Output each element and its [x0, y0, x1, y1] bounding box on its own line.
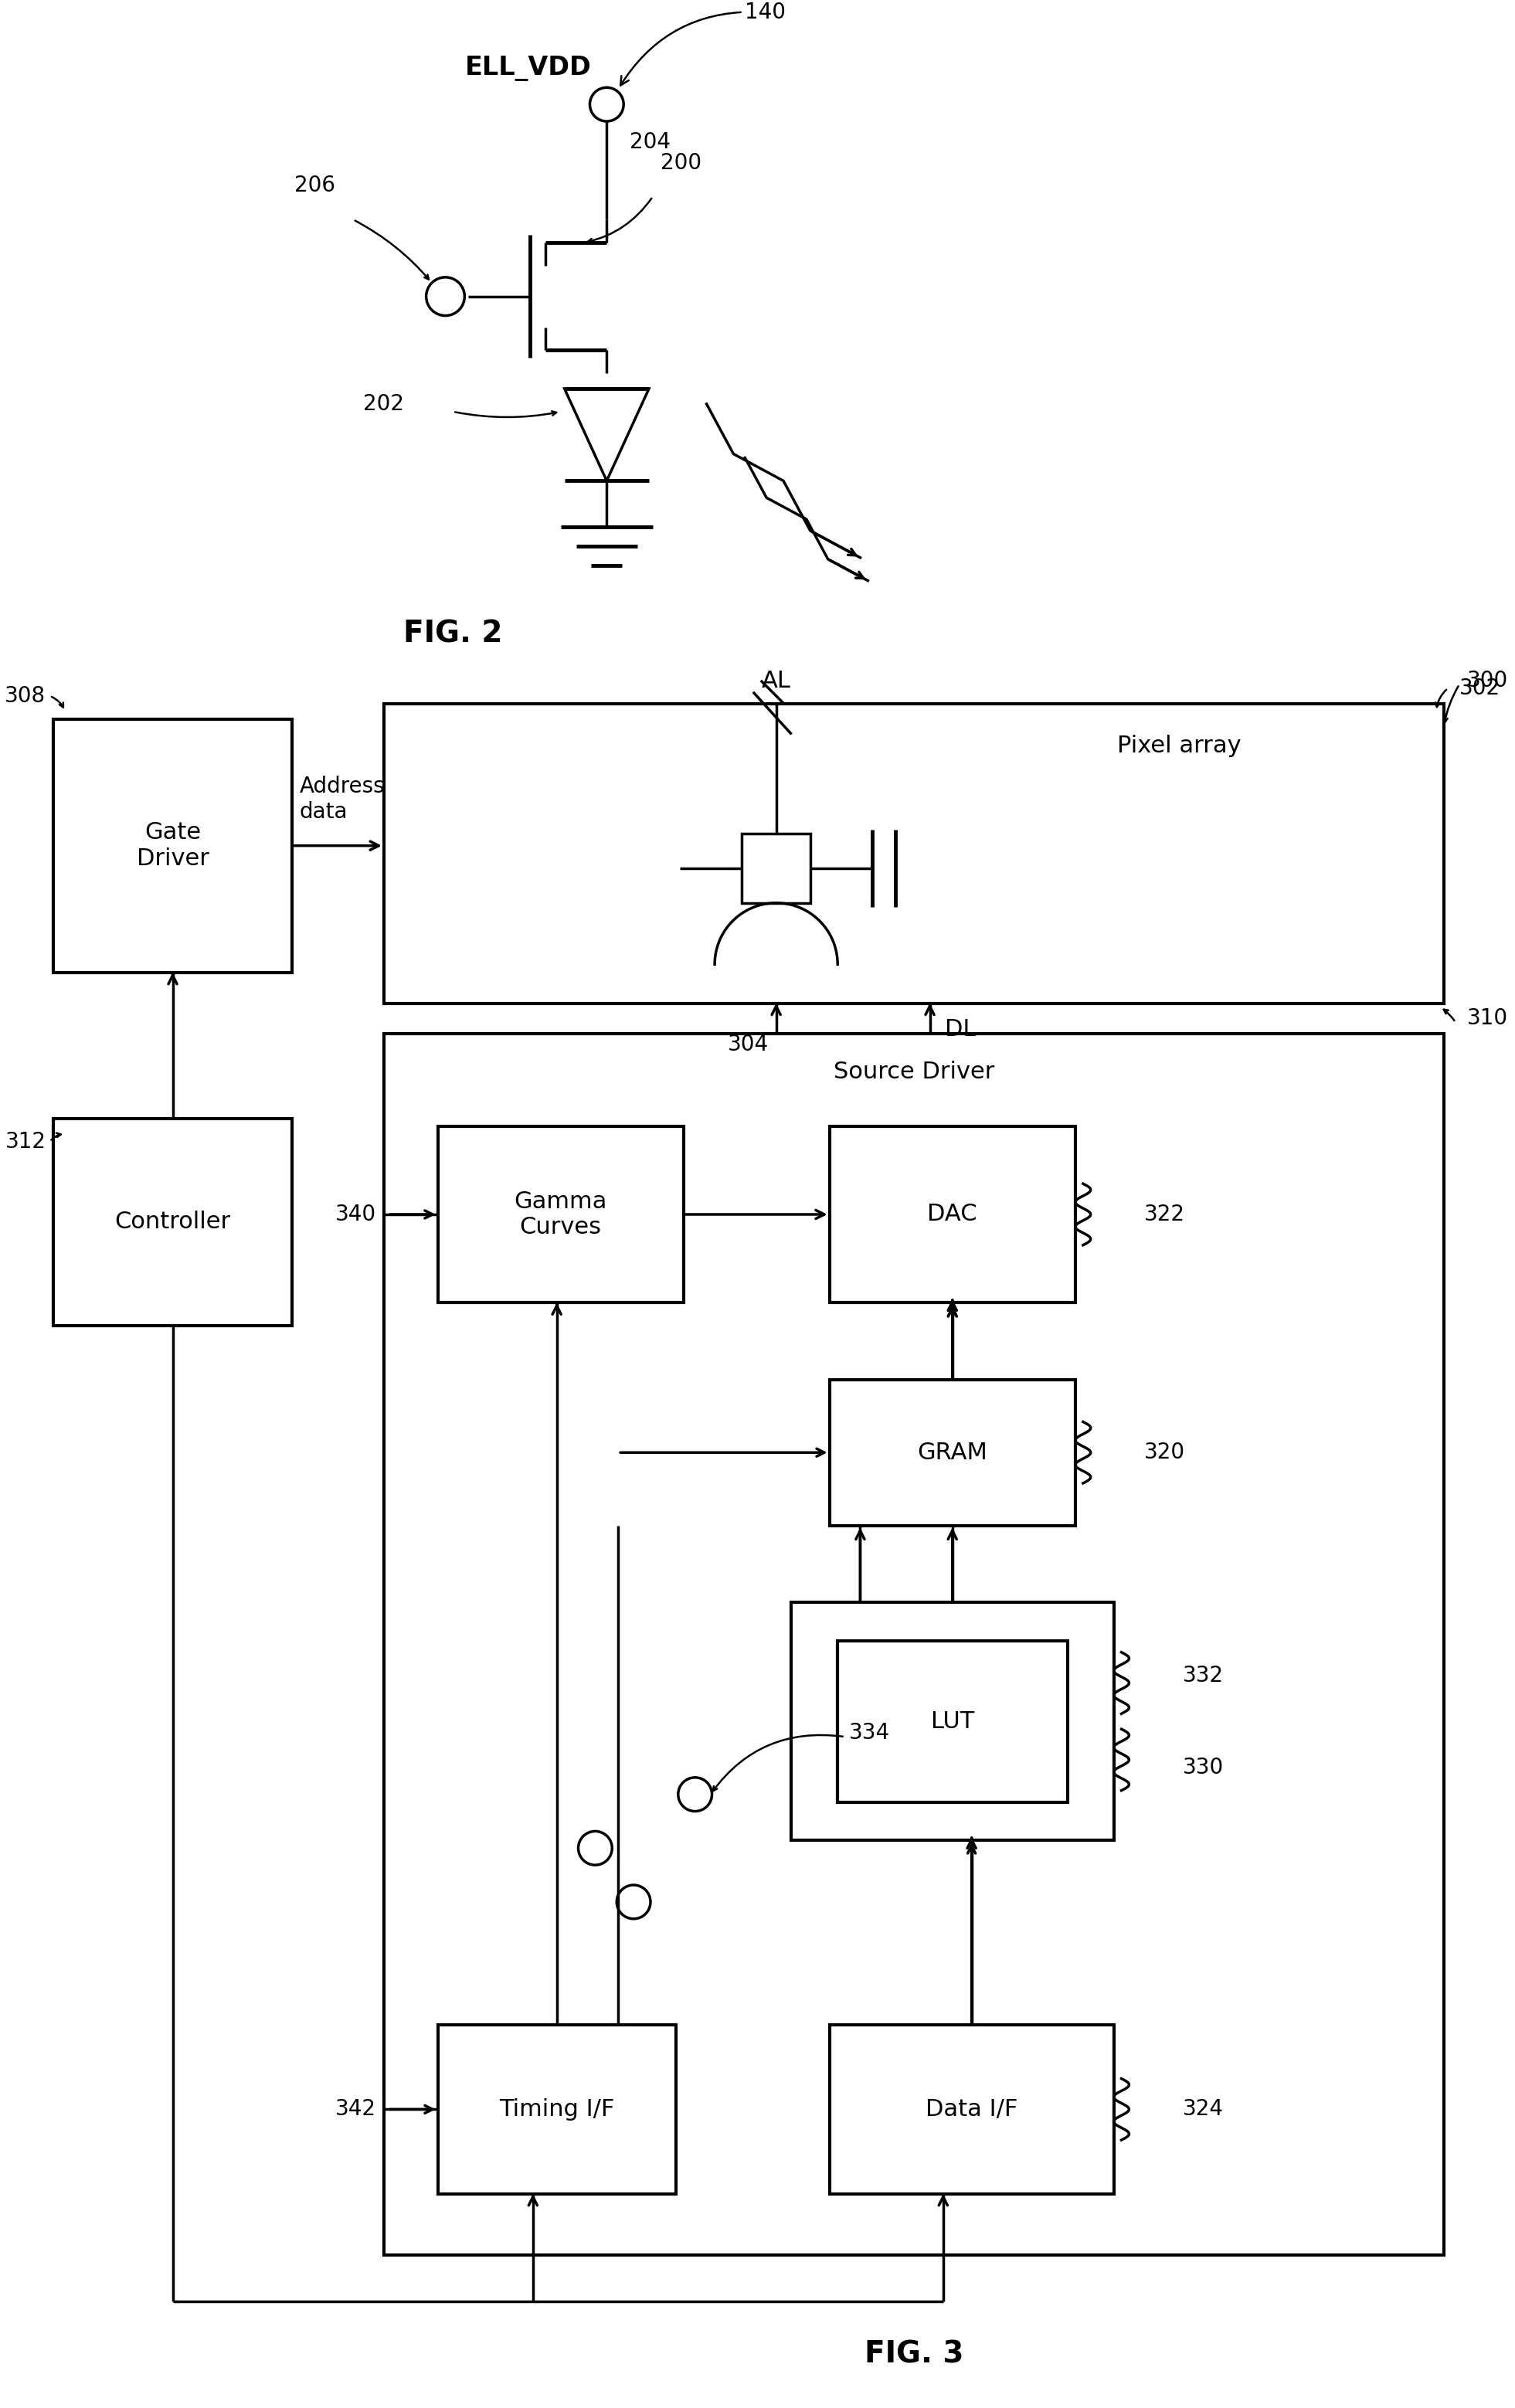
- Text: Data I/F: Data I/F: [926, 2097, 1018, 2121]
- Text: FIG. 2: FIG. 2: [403, 619, 503, 648]
- Text: ELL_VDD: ELL_VDD: [465, 55, 591, 82]
- Text: 320: 320: [1144, 1442, 1185, 1464]
- Text: 312: 312: [5, 1132, 45, 1153]
- Text: 202: 202: [364, 393, 405, 414]
- Text: Source Driver: Source Driver: [833, 1062, 994, 1084]
- Text: 324: 324: [1183, 2097, 1224, 2119]
- Text: 342: 342: [335, 2097, 376, 2119]
- Bar: [53, 720, 292, 973]
- Text: Gamma
Curves: Gamma Curves: [514, 1190, 608, 1238]
- Text: Timing I/F: Timing I/F: [498, 2097, 615, 2121]
- Text: 204: 204: [630, 132, 671, 154]
- Text: 140: 140: [621, 2, 786, 84]
- Bar: [383, 1033, 1444, 2256]
- Bar: [830, 2025, 1114, 2194]
- Text: 308: 308: [5, 684, 45, 706]
- Text: 206: 206: [294, 176, 335, 197]
- Text: DAC: DAC: [927, 1204, 977, 1226]
- Bar: [791, 1601, 1114, 1840]
- Bar: [383, 703, 1444, 1004]
- Bar: [438, 2025, 676, 2194]
- Text: Pixel array: Pixel array: [1117, 734, 1241, 756]
- Text: LUT: LUT: [930, 1710, 974, 1734]
- Text: 340: 340: [335, 1204, 376, 1226]
- Text: 302: 302: [1459, 677, 1500, 698]
- Text: DL: DL: [945, 1019, 976, 1040]
- Bar: [438, 1127, 683, 1303]
- Bar: [53, 1117, 292, 1327]
- Text: 330: 330: [1183, 1758, 1224, 1777]
- Text: FIG. 3: FIG. 3: [865, 2341, 964, 2369]
- Text: 334: 334: [848, 1722, 889, 1743]
- Text: Controller: Controller: [115, 1211, 230, 1233]
- Bar: [742, 833, 811, 903]
- Text: GRAM: GRAM: [917, 1442, 988, 1464]
- Text: 310: 310: [1467, 1007, 1507, 1028]
- Text: 300: 300: [1467, 669, 1509, 691]
- Bar: [838, 1640, 1068, 1801]
- Bar: [830, 1380, 1076, 1527]
- Text: Address
data: Address data: [300, 775, 385, 824]
- Text: 304: 304: [727, 1033, 768, 1055]
- Text: AL: AL: [762, 669, 791, 691]
- Text: 332: 332: [1183, 1664, 1224, 1686]
- Text: 200: 200: [661, 152, 701, 173]
- Text: Gate
Driver: Gate Driver: [136, 821, 209, 869]
- Text: 322: 322: [1144, 1204, 1185, 1226]
- Bar: [830, 1127, 1076, 1303]
